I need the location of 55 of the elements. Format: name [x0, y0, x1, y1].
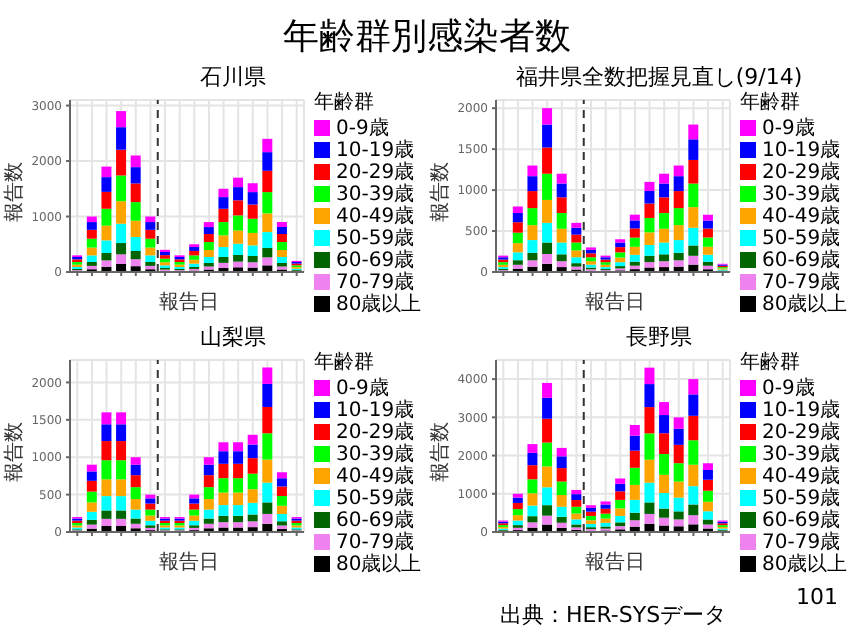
legend-label: 50-59歳 [336, 224, 415, 249]
legend-label: 40-49歳 [762, 462, 841, 487]
legend-title: 年齢群 [740, 92, 802, 116]
legend-label: 60-69歳 [762, 246, 841, 271]
legend-label: 50-59歳 [762, 484, 841, 509]
legend-label: 30-39歳 [762, 180, 841, 205]
legend-label: 40-49歳 [762, 202, 841, 227]
legend-label: 10-19歳 [336, 137, 415, 161]
legend-label: 0-9歳 [762, 375, 815, 401]
y-axis-title: 報告数 [427, 162, 453, 222]
legend-label: 80歳以上 [762, 290, 848, 317]
legend-label: 80歳以上 [762, 550, 848, 577]
legend-label: 50-59歳 [762, 224, 841, 249]
x-axis-title: 報告日 [157, 292, 221, 316]
chart-title: 山梨県 [198, 324, 268, 352]
legend-label: 60-69歳 [336, 246, 415, 271]
legend-label: 10-19歳 [762, 137, 841, 161]
legend-label: 40-49歳 [336, 462, 415, 487]
legend-label: 30-39歳 [336, 180, 415, 205]
y-axis-title: 報告数 [1, 162, 27, 222]
y-axis-title: 報告数 [427, 422, 453, 482]
legend-label: 0-9歳 [336, 375, 389, 401]
legend-label: 70-79歳 [336, 268, 415, 293]
legend-label: 40-49歳 [336, 202, 415, 227]
legend-label: 70-79歳 [762, 268, 841, 293]
legend-title: 年齢群 [740, 352, 802, 376]
legend-label: 0-9歳 [336, 115, 389, 141]
source-note: 出典：HER-SYSデータ [500, 600, 727, 630]
chart-title: 長野県 [624, 324, 694, 352]
legend-label: 60-69歳 [762, 506, 841, 531]
legend-label: 30-39歳 [336, 440, 415, 465]
legend-label: 20-29歳 [762, 158, 841, 183]
legend-title: 年齢群 [314, 92, 376, 116]
legend-label: 80歳以上 [336, 290, 422, 317]
chart-title: 石川県 [198, 64, 268, 92]
legend-label: 70-79歳 [336, 528, 415, 553]
legend-label: 70-79歳 [762, 528, 841, 553]
legend-label: 10-19歳 [336, 397, 415, 421]
legend-label: 20-29歳 [762, 418, 841, 443]
text: 年齢群別感染者数 [281, 14, 573, 60]
legend-label: 0-9歳 [762, 115, 815, 141]
legend-label: 10-19歳 [762, 397, 841, 421]
legend-label: 60-69歳 [336, 506, 415, 531]
chart-title: 福井県全数把握見直し(9/14) [513, 64, 805, 91]
x-axis-title: 報告日 [583, 552, 647, 576]
legend-label: 20-29歳 [336, 418, 415, 443]
legend-label: 50-59歳 [336, 484, 415, 509]
legend-label: 80歳以上 [336, 550, 422, 577]
legend-label: 30-39歳 [762, 440, 841, 465]
x-axis-title: 報告日 [583, 292, 647, 316]
text: 101 [796, 584, 838, 610]
x-axis-title: 報告日 [157, 552, 221, 576]
legend-label: 20-29歳 [336, 158, 415, 183]
y-axis-title: 報告数 [1, 422, 27, 482]
legend-title: 年齢群 [314, 352, 376, 376]
